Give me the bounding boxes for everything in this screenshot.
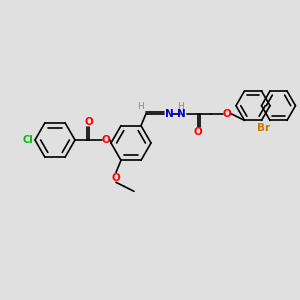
- Text: N: N: [177, 109, 185, 119]
- Text: O: O: [102, 135, 110, 145]
- Text: N: N: [165, 109, 173, 119]
- Text: O: O: [112, 173, 120, 183]
- Text: Cl: Cl: [22, 135, 33, 145]
- Text: O: O: [85, 117, 93, 127]
- Text: O: O: [194, 127, 202, 137]
- Text: Br: Br: [257, 123, 270, 134]
- Text: H: H: [178, 102, 184, 111]
- Text: H: H: [138, 102, 144, 111]
- Text: O: O: [223, 109, 231, 119]
